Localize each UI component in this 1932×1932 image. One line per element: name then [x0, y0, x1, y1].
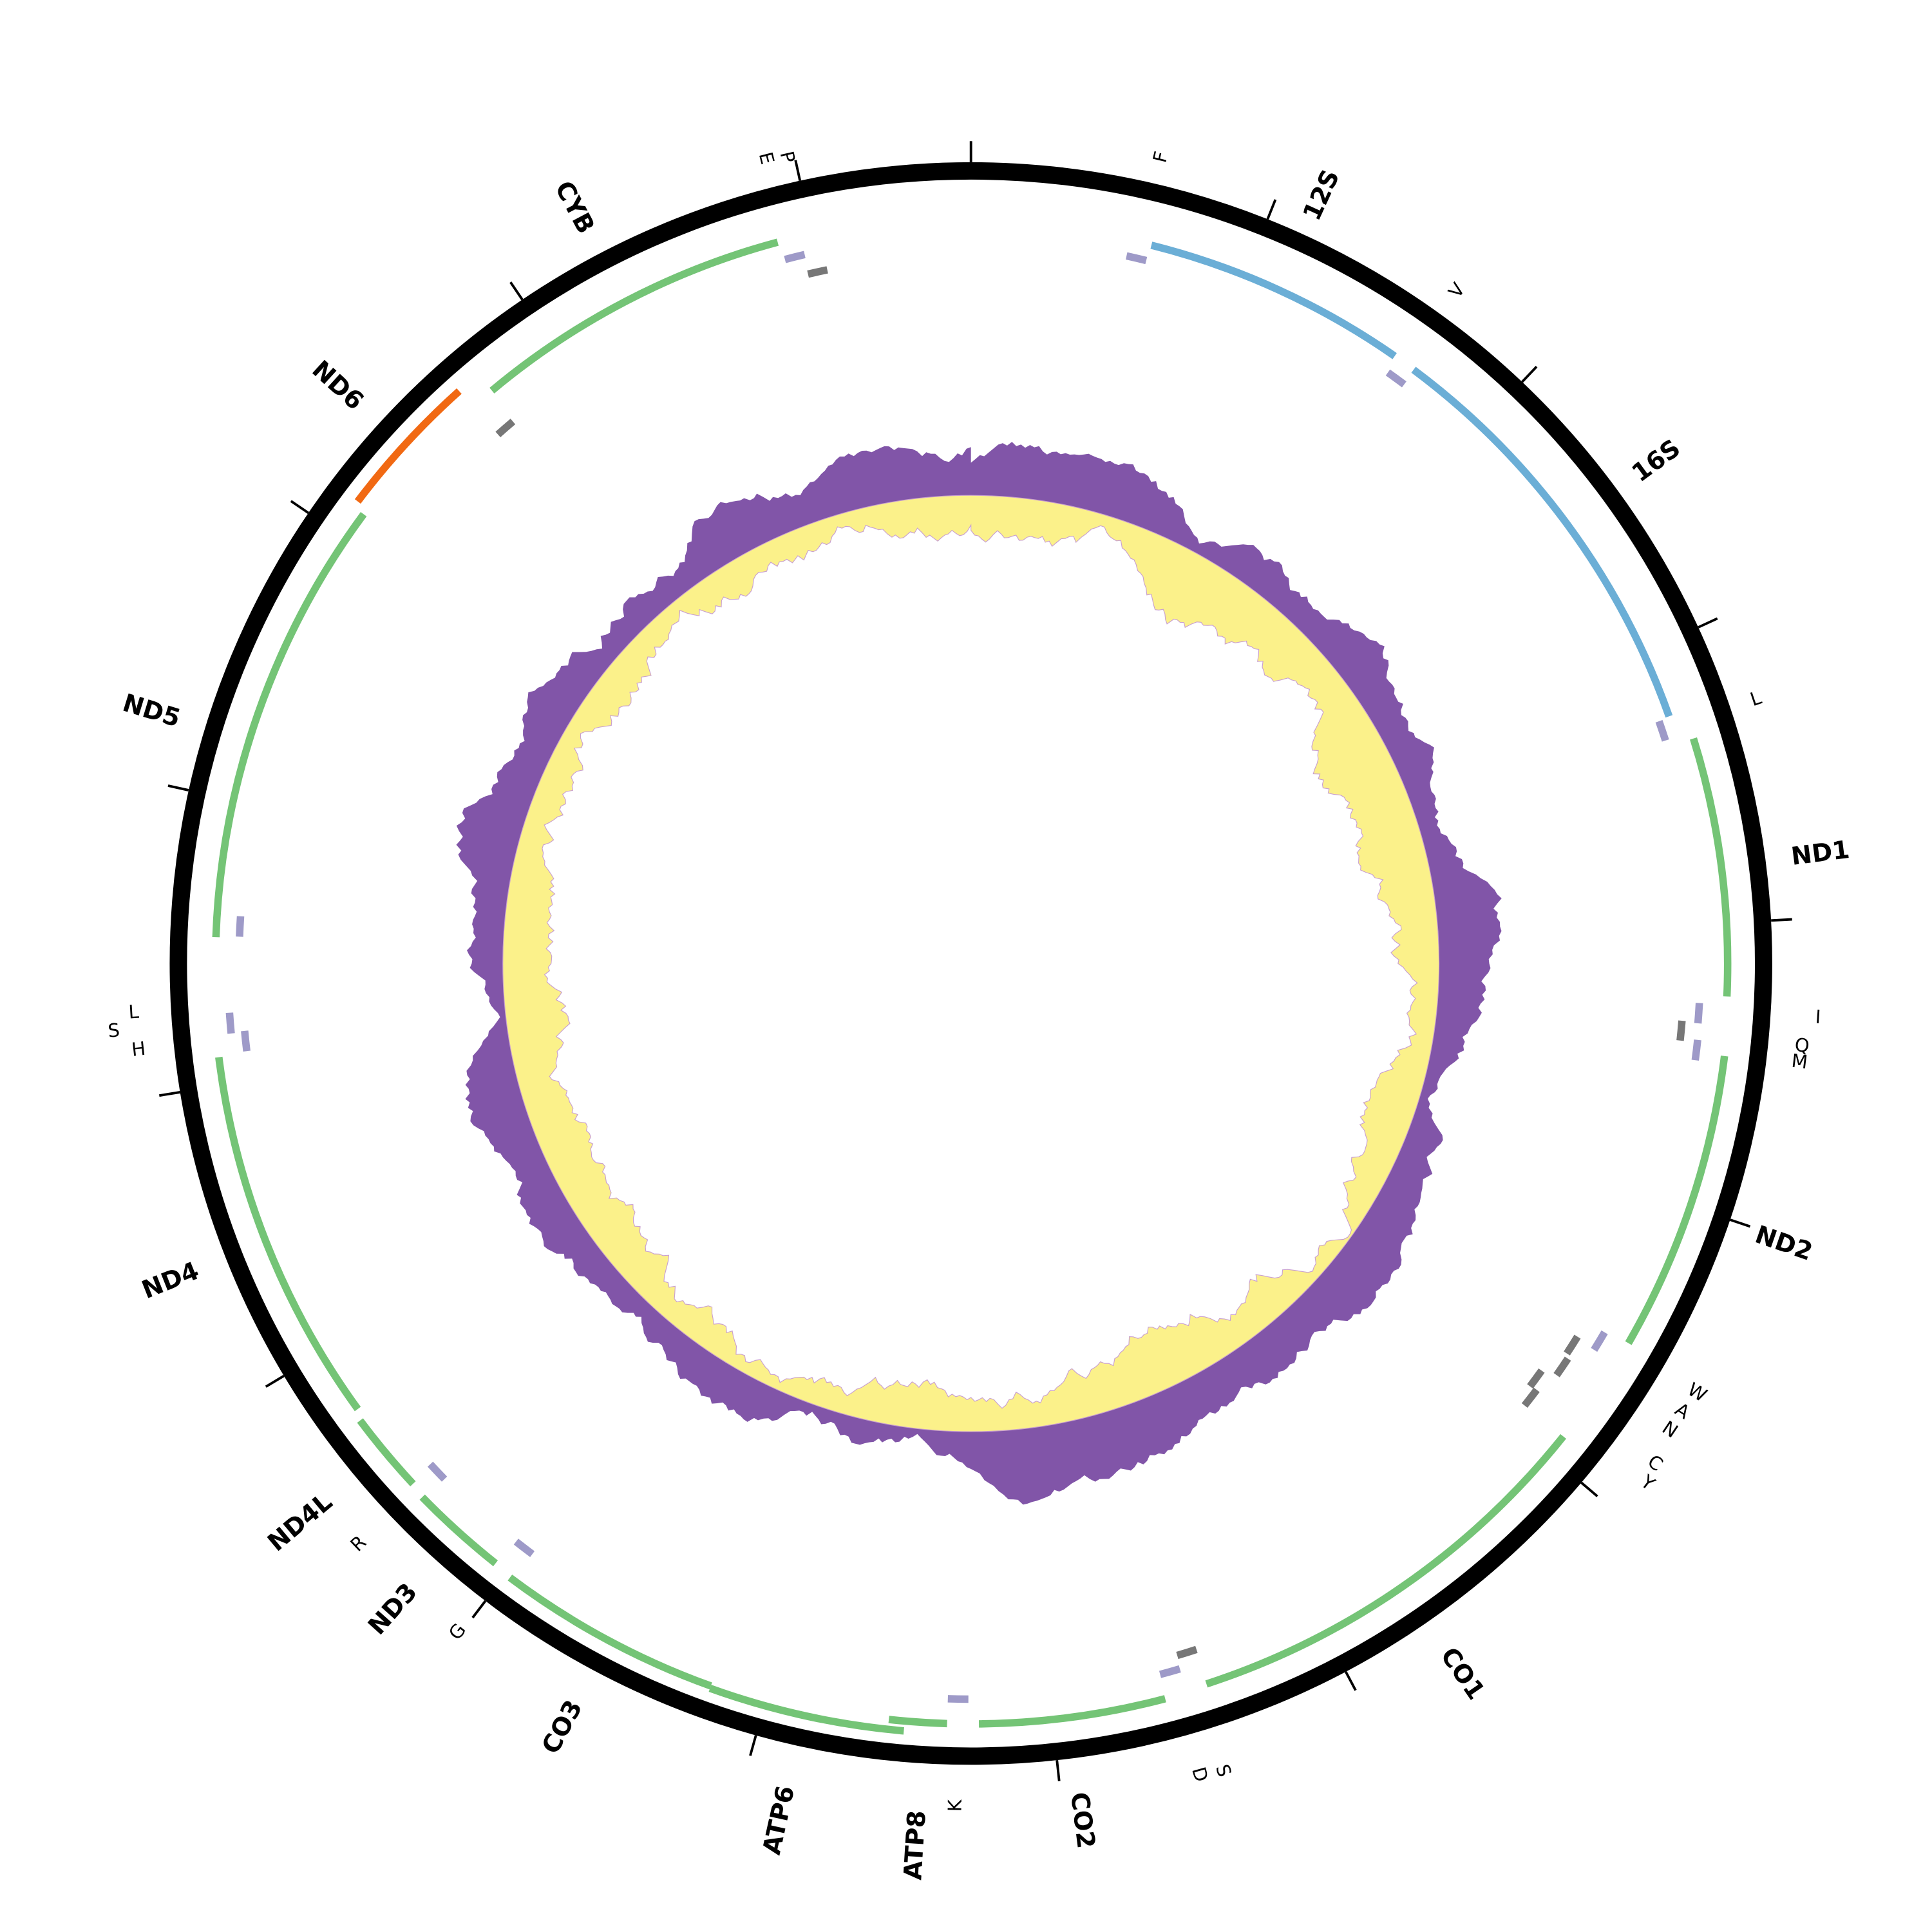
skew-positive — [456, 442, 1502, 1505]
gene-label: L — [128, 1001, 140, 1023]
gene-arc — [888, 1716, 947, 1728]
trna-mark — [1553, 1356, 1571, 1378]
scale-tick — [1345, 1671, 1357, 1691]
gene-label: ND6 — [307, 355, 369, 415]
gene-label: ND1 — [1790, 835, 1852, 871]
trna-mark — [1385, 369, 1406, 388]
gene-label: CO1 — [1434, 1642, 1490, 1705]
gene-label: C — [1643, 1450, 1667, 1475]
scale-tick — [749, 1735, 757, 1756]
trna-mark — [1126, 252, 1148, 265]
scale-tick — [167, 784, 189, 791]
gene-label: G — [444, 1619, 471, 1643]
trna-mark — [947, 1695, 969, 1703]
gene-label: D — [1188, 1765, 1213, 1785]
gene-arc — [708, 1685, 904, 1735]
scale-tick — [471, 1600, 487, 1619]
trna-mark — [1676, 1020, 1686, 1041]
gene-label: V — [1444, 279, 1469, 302]
trna-mark — [1521, 1387, 1540, 1408]
gene-label: ND2 — [1752, 1220, 1817, 1267]
gene-label: ND4 — [138, 1256, 203, 1305]
gene-label: I — [1815, 1006, 1822, 1028]
gene-label: F — [1148, 149, 1172, 165]
scale-tick — [290, 500, 309, 515]
gene-arc — [489, 238, 779, 393]
gc-skew-ring — [456, 442, 1502, 1505]
gene-labels: F12SV16SLND1IQMND2WANCYCO1SDCO2KATP8ATP6… — [107, 149, 1851, 1881]
scale-tick — [1729, 1218, 1751, 1228]
gene-arc — [1205, 1434, 1566, 1688]
gene-label: R — [346, 1531, 370, 1555]
gene-label: L — [1747, 687, 1764, 710]
gene-arc — [357, 1418, 416, 1486]
gene-label: S — [107, 1019, 120, 1041]
scale-tick — [1056, 1759, 1061, 1781]
scale-tick — [1580, 1481, 1598, 1497]
trna-mark — [1655, 720, 1669, 742]
trna-mark — [784, 251, 806, 263]
gene-label: H — [131, 1037, 147, 1061]
trna-mark — [1527, 1368, 1545, 1389]
scale-tick — [1521, 365, 1538, 383]
gene-arc — [1411, 366, 1673, 718]
gene-arc — [212, 511, 367, 938]
gene-label: 12S — [1298, 166, 1346, 225]
gene-label: M — [1790, 1050, 1809, 1074]
gene-label: ATP8 — [898, 1810, 932, 1880]
scale-ticks — [159, 141, 1792, 1781]
trna-mark — [1691, 1039, 1701, 1061]
trna-mark — [807, 266, 828, 278]
scale-tick — [159, 1091, 180, 1097]
gene-label: K — [943, 1799, 965, 1812]
trna-mark — [495, 419, 516, 437]
scale-tick — [794, 160, 802, 181]
gene-arc — [1150, 242, 1397, 359]
trna-mark — [1591, 1330, 1608, 1352]
trna-mark — [241, 1030, 251, 1052]
gene-label: ND4L — [262, 1488, 337, 1558]
gene-arc — [1625, 1056, 1728, 1345]
gene-arc — [215, 1056, 361, 1412]
trna-mark — [1694, 1003, 1703, 1024]
scale-tick — [265, 1374, 285, 1388]
gene-arc — [507, 1575, 712, 1690]
gene-label: S — [1211, 1762, 1236, 1780]
trna-mark — [1176, 1645, 1198, 1660]
gene-label: ATP6 — [757, 1783, 800, 1857]
scale-tick — [1771, 918, 1792, 922]
gene-label: ND3 — [363, 1578, 423, 1641]
gene-label: ND5 — [119, 688, 184, 734]
trna-mark — [236, 916, 245, 937]
trna-mark — [513, 1539, 535, 1557]
trna-mark — [1564, 1334, 1581, 1356]
gene-label: Q — [1794, 1034, 1810, 1057]
gene-label: E — [755, 150, 779, 167]
gene-arc — [978, 1695, 1166, 1728]
gene-label: Y — [1636, 1470, 1660, 1495]
gene-arc — [354, 388, 462, 504]
gene-label: CYB — [549, 176, 600, 239]
trna-mark — [1159, 1665, 1181, 1678]
gene-tracks — [212, 238, 1732, 1735]
genome-ring — [169, 162, 1772, 1765]
gene-arc — [419, 1494, 498, 1567]
scale-tick — [1266, 199, 1277, 220]
scale-tick — [509, 281, 524, 301]
scale-tick — [1698, 617, 1718, 629]
gene-arc — [1690, 737, 1732, 997]
gene-label: 16S — [1627, 434, 1686, 488]
gene-label: CO3 — [536, 1695, 589, 1759]
gene-label: CO2 — [1065, 1790, 1101, 1850]
trna-mark — [427, 1461, 448, 1482]
skew-negative — [502, 495, 1440, 1432]
trna-mark — [225, 1012, 235, 1034]
